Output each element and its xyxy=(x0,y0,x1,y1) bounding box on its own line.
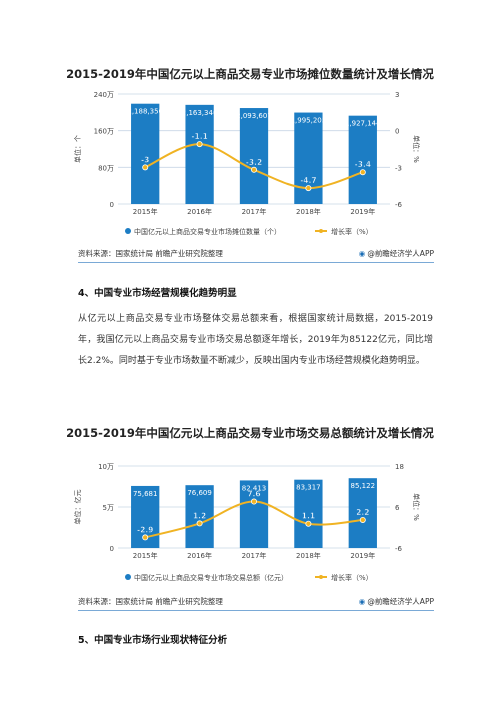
chart2-growth-label: -2.9 xyxy=(137,525,153,534)
chart2-growth-point xyxy=(305,520,312,527)
chart1-growth-point xyxy=(359,169,366,176)
chart2-bar xyxy=(185,485,214,548)
chart1-legend-bar-label: 中国亿元以上商品交易专业市场摊位数量（个） xyxy=(134,227,281,236)
chart1-left-tick: 80万 xyxy=(98,164,114,172)
chart2-category-label: 2016年 xyxy=(187,551,212,560)
chart1-left-tick: 160万 xyxy=(94,128,114,136)
chart2-source-line: 资料来源：国家统计局 前瞻产业研究院整理 ◉ @前瞻经济学人APP xyxy=(78,596,434,607)
chart2-growth-label: 1.2 xyxy=(193,511,206,520)
chart2-growth-label: 1.1 xyxy=(302,512,315,521)
chart1-bar xyxy=(239,108,269,204)
chart1-growth-point xyxy=(196,141,203,148)
chart2-growth-point xyxy=(359,516,366,523)
chart2-left-tick: 5万 xyxy=(103,504,114,512)
chart1-left-tick: 0 xyxy=(110,201,114,209)
chart2-bar-label: 85,122 xyxy=(351,482,376,490)
chart1-bar-label: 1,995,205 xyxy=(291,117,327,125)
chart2-divider xyxy=(78,610,434,611)
chart2-bar-label: 83,317 xyxy=(296,484,321,492)
section4-heading: 4、中国专业市场经营规模化趋势明显 xyxy=(78,288,237,299)
chart1-title: 2015-2019年中国亿元以上商品交易专业市场摊位数量统计及增长情况 xyxy=(66,67,434,81)
chart1-plot: 240万 160万 80万 0 3 0 -3 -6 单位：个 单位：% 2,188,356 2015年… xyxy=(73,91,421,236)
chart1-growth-point xyxy=(250,166,257,173)
chart1-left-tick: 240万 xyxy=(94,91,114,99)
chart2-plot: 10万 5万 0 18 6 -6 单位：亿元 单位：% 75,681 2015年 76,609 201… xyxy=(73,463,421,582)
chart2-right-tick: 18 xyxy=(395,463,404,471)
chart2-category-label: 2019年 xyxy=(350,551,375,560)
chart2-left-axis-label: 单位：亿元 xyxy=(73,490,82,525)
chart2-title: 2015-2019年中国亿元以上商品交易专业市场交易总额统计及增长情况 xyxy=(66,426,434,440)
chart1-left-axis-label: 单位：个 xyxy=(73,135,82,163)
section4-paragraph: 从亿元以上商品交易专业市场整体交易总额来看，根据国家统计局数据，2015-201… xyxy=(78,314,433,366)
chart2-bar-label: 75,681 xyxy=(133,490,158,498)
chart2-legend-line-dot xyxy=(319,575,323,579)
chart2-legend-bar-icon xyxy=(125,574,131,580)
chart1-right-tick: -3 xyxy=(395,164,402,172)
chart1-bar xyxy=(348,115,377,204)
chart1-right-tick: 3 xyxy=(395,91,399,99)
chart1-bar-label: 2,163,346 xyxy=(182,109,218,117)
chart1-legend-line-label: 增长率（%） xyxy=(331,227,373,236)
chart1-category-label: 2016年 xyxy=(187,207,212,216)
chart1-right-tick: 0 xyxy=(395,128,399,136)
chart2-growth-label: 7.6 xyxy=(247,490,260,499)
chart2-growth-point xyxy=(142,534,149,541)
chart2-left-tick: 10万 xyxy=(98,463,114,471)
chart1-brand: @前瞻经济学人APP xyxy=(367,249,434,258)
chart2-legend-bar-label: 中国亿元以上商品交易专业市场交易总额（亿元） xyxy=(134,573,288,582)
chart1-growth-label: -4.7 xyxy=(300,176,316,185)
chart1-growth-label: -3 xyxy=(141,155,149,164)
chart1-bar-label: 2,188,356 xyxy=(127,108,163,116)
chart1-source-line: 资料来源：国家统计局 前瞻产业研究院整理 ◉ @前瞻经济学人APP xyxy=(78,248,434,259)
chart2-bar xyxy=(348,478,377,548)
chart1-bar xyxy=(185,104,214,204)
chart2-growth-point xyxy=(196,520,203,527)
brand-logo-icon: ◉ xyxy=(358,249,366,258)
chart2-left-tick: 0 xyxy=(110,545,114,553)
chart1-growth-point xyxy=(305,185,312,192)
brand-logo-icon: ◉ xyxy=(358,597,366,606)
chart1-category-label: 2018年 xyxy=(296,207,321,216)
chart2-source: 资料来源：国家统计局 前瞻产业研究院整理 xyxy=(78,597,223,606)
chart1-category-label: 2015年 xyxy=(133,207,158,216)
chart1-category-label: 2019年 xyxy=(350,207,375,216)
chart1-bar xyxy=(131,103,160,204)
chart2-right-tick: -6 xyxy=(395,545,403,553)
chart2-category-label: 2017年 xyxy=(242,551,267,560)
chart1-legend-bar-icon xyxy=(125,228,131,234)
chart1-growth-label: -3.2 xyxy=(246,158,262,167)
chart1-growth-label: -1.1 xyxy=(191,132,207,141)
section5-heading: 5、中国专业市场行业现状特征分析 xyxy=(78,635,228,646)
chart1-right-axis-label: 单位：% xyxy=(412,135,421,163)
chart1-divider xyxy=(78,262,434,263)
chart2-legend-line-label: 增长率（%） xyxy=(331,573,373,582)
chart1-right-tick: -6 xyxy=(395,201,403,209)
chart2-bar xyxy=(239,480,269,548)
chart1-legend-line-dot xyxy=(319,229,323,233)
chart2-right-axis-label: 单位：% xyxy=(412,493,421,521)
chart2-brand: @前瞻经济学人APP xyxy=(367,597,434,606)
chart1-bar-label: 2,093,607 xyxy=(236,112,272,120)
chart2-category-label: 2018年 xyxy=(296,551,321,560)
chart2-bar-label: 76,609 xyxy=(187,489,212,497)
chart1-bar-label: 1,927,144 xyxy=(345,120,381,128)
chart2-right-tick: 6 xyxy=(395,504,400,512)
chart1-growth-label: -3.4 xyxy=(355,160,371,169)
chart1-growth-point xyxy=(142,164,149,171)
chart2-category-label: 2015年 xyxy=(133,551,158,560)
chart2-growth-point xyxy=(250,498,257,505)
chart1-category-label: 2017年 xyxy=(242,207,267,216)
chart2-bar xyxy=(294,479,323,548)
chart2-bar-label: 82,413 xyxy=(242,484,267,492)
chart2-growth-label: 2.2 xyxy=(356,508,369,517)
chart1-source: 资料来源：国家统计局 前瞻产业研究院整理 xyxy=(78,249,223,258)
